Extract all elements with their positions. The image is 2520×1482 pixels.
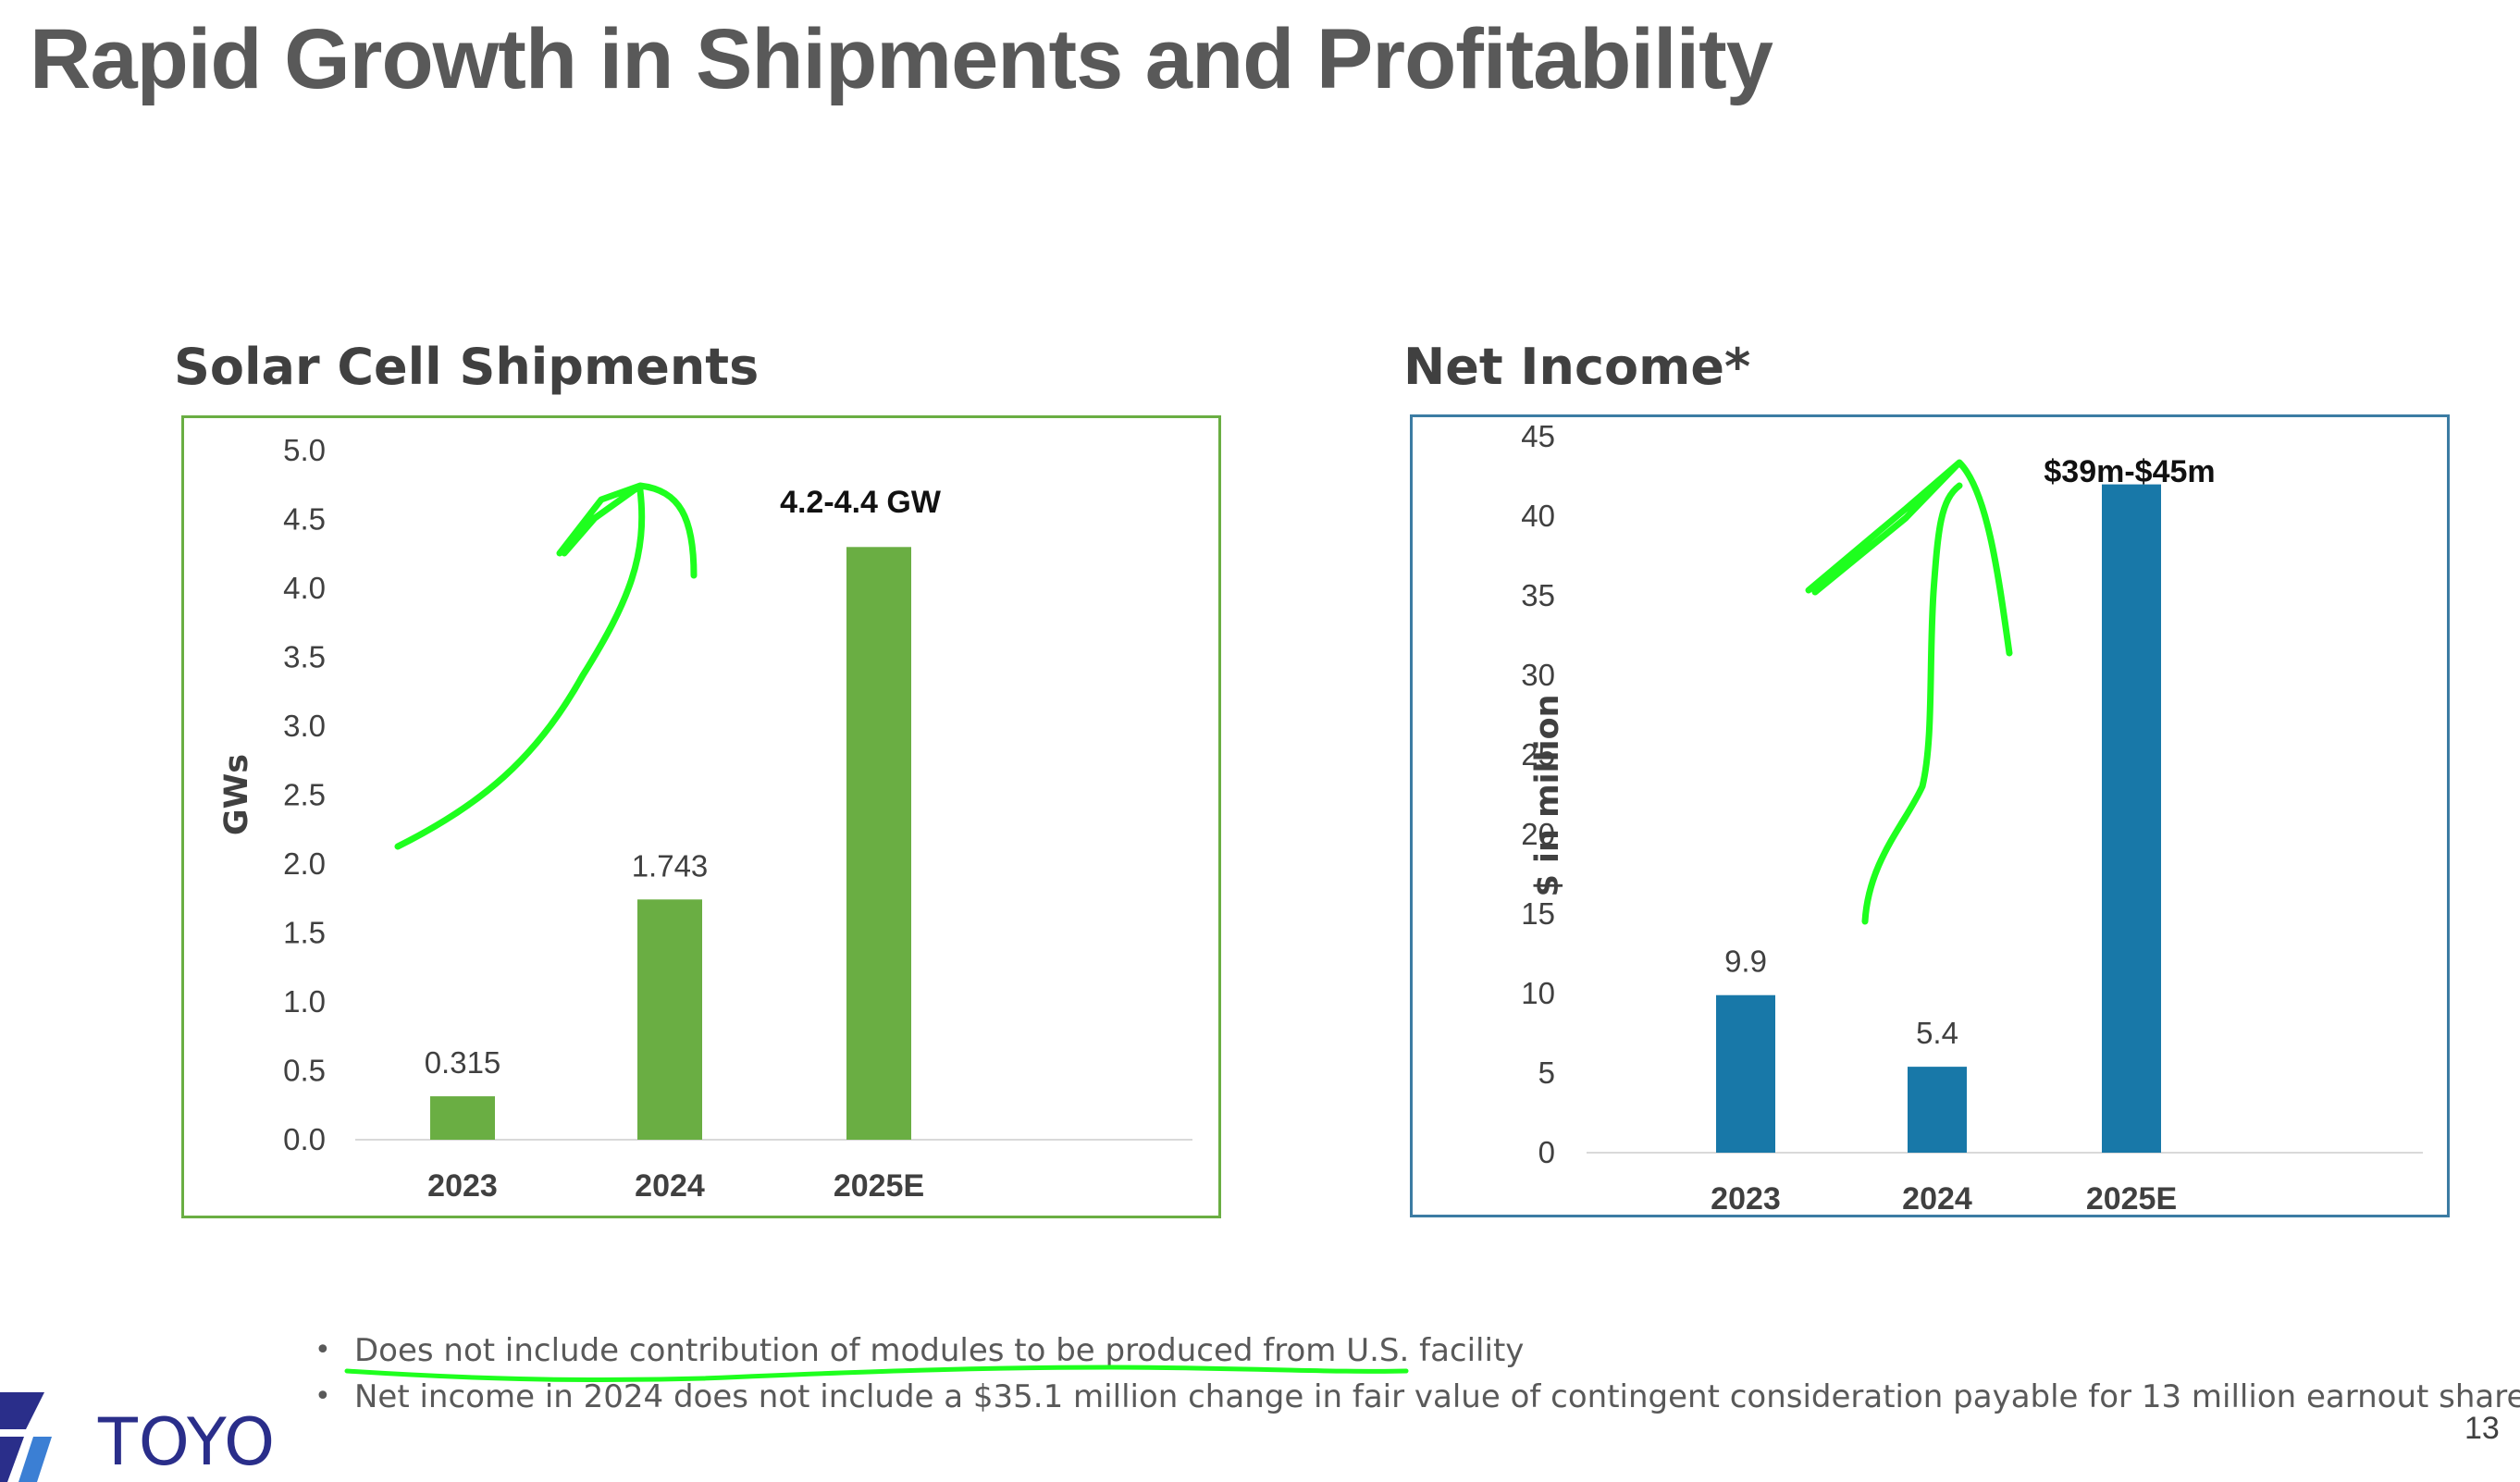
- y-tick-label: 1.0: [283, 984, 326, 1019]
- y-tick-label: 30: [1521, 658, 1555, 692]
- x-tick-label: 2025E: [2086, 1181, 2177, 1215]
- y-tick-label: 10: [1521, 976, 1555, 1010]
- toyo-logo-icon: [0, 1392, 52, 1482]
- footnote-text: Does not include contribution of modules…: [354, 1332, 1525, 1369]
- y-tick-label: 25: [1521, 737, 1555, 772]
- y-tick-label: 35: [1521, 578, 1555, 612]
- y-tick-label: 15: [1521, 896, 1555, 931]
- page-number: 13: [2464, 1411, 2500, 1446]
- y-tick-label: 0.0: [283, 1122, 326, 1156]
- y-tick-label: 40: [1521, 499, 1555, 533]
- bar: [2102, 484, 2161, 1153]
- y-tick-label: 4.0: [283, 571, 326, 605]
- y-tick-label: 0.5: [283, 1054, 326, 1088]
- y-tick-label: 20: [1521, 817, 1555, 851]
- x-tick-label: 2025E: [834, 1168, 924, 1204]
- y-tick-label: 1.5: [283, 916, 326, 950]
- x-tick-label: 2023: [1711, 1181, 1781, 1215]
- y-tick-label: 3.0: [283, 709, 326, 743]
- bar: [1716, 994, 1775, 1153]
- net-income-chart-svg: 0 5 10 15 20 25 30 35 40 45 $ in million 2023 9.9 202…: [1521, 419, 2423, 1215]
- bar: [1908, 1067, 1967, 1153]
- y-tick-label: 5.0: [283, 433, 326, 467]
- net-income-chart-title: Net Income*: [1403, 338, 1751, 396]
- shipments-chart: 0.0 0.5 1.0 1.5 2.0 2.5 3.0 3.5 4.0 4.5 5.0 GWs 2023…: [181, 415, 1221, 1218]
- y-tick-label: 45: [1521, 419, 1555, 453]
- data-label: 1.743: [632, 848, 709, 883]
- x-tick-label: 2024: [1902, 1181, 1972, 1215]
- y-axis-label: $ in million: [1529, 694, 1566, 896]
- shipments-chart-title: Solar Cell Shipments: [174, 338, 760, 396]
- footnote-text: Net income in 2024 does not include a $3…: [354, 1378, 2520, 1415]
- data-label: 0.315: [425, 1045, 501, 1080]
- bar: [430, 1096, 495, 1140]
- footnotes: • Does not include contribution of module…: [315, 1328, 2520, 1420]
- x-tick-label: 2023: [427, 1168, 498, 1204]
- page-title: Rapid Growth in Shipments and Profitabil…: [30, 12, 1773, 106]
- data-label: 9.9: [1724, 945, 1767, 979]
- y-tick-label: 2.0: [283, 846, 326, 881]
- y-axis-label: GWs: [218, 754, 255, 835]
- bar: [637, 899, 702, 1140]
- x-tick-label: 2024: [635, 1168, 705, 1204]
- data-label: $39m-$45m: [2044, 454, 2215, 489]
- bar: [846, 547, 911, 1140]
- bullet-icon: •: [315, 1380, 331, 1413]
- y-tick-label: 4.5: [283, 502, 326, 537]
- data-label: 5.4: [1916, 1016, 1958, 1050]
- y-tick-label: 5: [1538, 1056, 1555, 1090]
- net-income-chart: 0 5 10 15 20 25 30 35 40 45 $ in million 2023 9.9 202…: [1410, 414, 2450, 1217]
- logo-text: TOYO: [98, 1404, 277, 1480]
- y-tick-label: 3.5: [283, 640, 326, 674]
- footnote-item: • Net income in 2024 does not include a $…: [315, 1374, 2520, 1420]
- y-tick-label: 0: [1538, 1135, 1555, 1169]
- y-tick-label: 2.5: [283, 778, 326, 812]
- footnote-item: • Does not include contribution of module…: [315, 1328, 2520, 1374]
- data-label: 4.2-4.4 GW: [780, 485, 942, 520]
- shipments-chart-svg: 0.0 0.5 1.0 1.5 2.0 2.5 3.0 3.5 4.0 4.5 5.0 GWs 2023…: [218, 433, 1192, 1204]
- bullet-icon: •: [315, 1334, 331, 1366]
